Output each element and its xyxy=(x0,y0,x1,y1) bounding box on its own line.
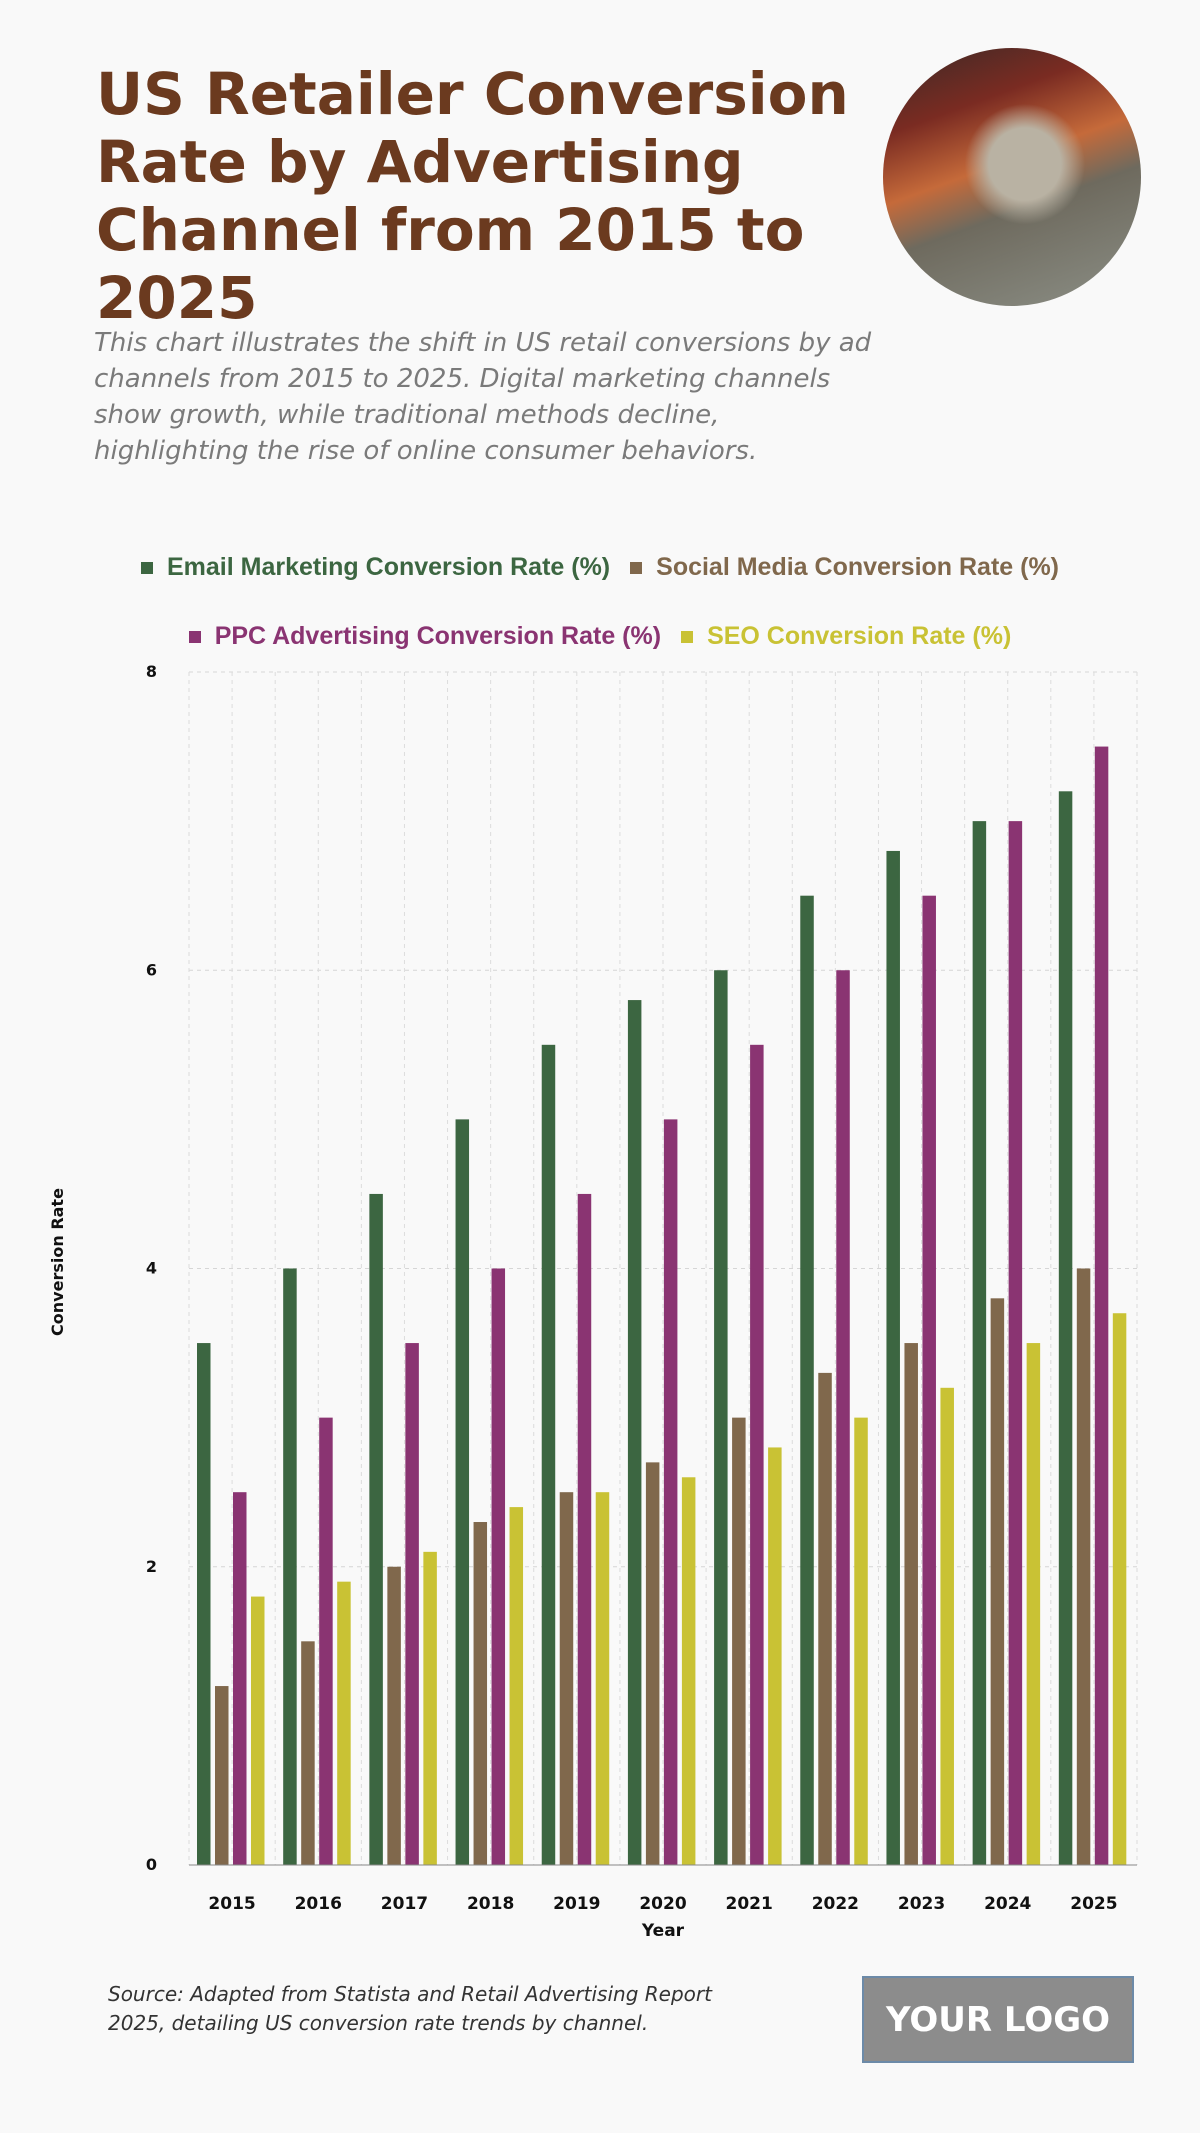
bar-2024-1 xyxy=(990,1298,1005,1865)
legend-item-seo: SEO Conversion Rate (%) xyxy=(681,622,1011,651)
x-tick-label: 2022 xyxy=(812,1894,859,1914)
bar-2021-2 xyxy=(750,1044,764,1865)
bar-2023-3 xyxy=(940,1387,954,1865)
bar-2025-0 xyxy=(1058,791,1073,1865)
bar-2019-1 xyxy=(559,1492,574,1865)
y-tick-label: 0 xyxy=(146,1855,157,1874)
legend-label: Social Media Conversion Rate (%) xyxy=(656,553,1060,581)
bar-2025-3 xyxy=(1112,1313,1127,1865)
legend-label: SEO Conversion Rate (%) xyxy=(707,622,1012,650)
bar-2023-0 xyxy=(886,850,900,1865)
bar-2024-3 xyxy=(1026,1343,1041,1865)
bar-2016-2 xyxy=(319,1417,333,1865)
legend-item-ppc: PPC Advertising Conversion Rate (%) xyxy=(188,622,662,651)
legend-row-2: PPC Advertising Conversion Rate (%) SEO … xyxy=(0,622,1200,651)
y-tick-label: 8 xyxy=(146,662,157,681)
bar-2022-0 xyxy=(800,895,814,1865)
x-tick-label: 2021 xyxy=(726,1894,773,1914)
legend-label: PPC Advertising Conversion Rate (%) xyxy=(214,622,662,650)
bar-2019-3 xyxy=(595,1492,610,1865)
legend-label: Email Marketing Conversion Rate (%) xyxy=(166,553,611,581)
bar-2015-3 xyxy=(251,1596,265,1865)
bar-2025-2 xyxy=(1094,746,1109,1865)
x-tick-label: 2025 xyxy=(1070,1894,1117,1914)
bar-2020-3 xyxy=(681,1477,696,1865)
bar-2022-1 xyxy=(818,1372,832,1865)
bar-2023-2 xyxy=(922,895,936,1865)
bar-2018-1 xyxy=(473,1522,488,1865)
y-tick-label: 2 xyxy=(146,1557,157,1576)
shopping-cart-photo xyxy=(883,48,1141,306)
source-note: Source: Adapted from Statista and Retail… xyxy=(108,1982,712,2035)
legend-row-1: Email Marketing Conversion Rate (%) Soci… xyxy=(0,553,1200,582)
bar-2021-1 xyxy=(732,1417,746,1865)
x-tick-label: 2017 xyxy=(381,1894,428,1914)
legend-swatch xyxy=(681,630,694,643)
logo-placeholder: YOUR LOGO xyxy=(862,1976,1134,2063)
bar-2016-1 xyxy=(301,1641,315,1865)
bar-2020-1 xyxy=(645,1462,660,1865)
bar-2019-2 xyxy=(577,1193,592,1865)
bar-2020-0 xyxy=(627,1000,642,1865)
bar-2025-1 xyxy=(1076,1268,1091,1865)
y-axis-label: Conversion Rate xyxy=(48,1188,67,1336)
bar-2022-3 xyxy=(854,1417,868,1865)
bar-2021-0 xyxy=(714,970,728,1865)
x-tick-label: 2020 xyxy=(639,1894,686,1914)
bar-2024-2 xyxy=(1008,821,1023,1865)
legend-swatch xyxy=(140,561,153,574)
bar-2023-1 xyxy=(904,1343,918,1865)
legend-swatch xyxy=(188,630,201,643)
x-tick-label: 2015 xyxy=(208,1894,255,1914)
bar-2017-0 xyxy=(369,1193,383,1865)
legend-item-social: Social Media Conversion Rate (%) xyxy=(630,553,1059,582)
legend-swatch xyxy=(630,561,643,574)
bar-2015-0 xyxy=(197,1343,211,1865)
x-axis-label: Year xyxy=(641,1921,685,1941)
bar-2016-0 xyxy=(283,1268,297,1865)
bar-2018-0 xyxy=(455,1119,470,1865)
x-tick-label: 2018 xyxy=(467,1894,514,1914)
bar-2022-2 xyxy=(836,970,850,1865)
bar-2024-0 xyxy=(972,821,987,1865)
bar-2015-2 xyxy=(233,1492,247,1865)
x-tick-label: 2024 xyxy=(984,1894,1031,1914)
x-tick-label: 2023 xyxy=(898,1894,945,1914)
bar-2018-2 xyxy=(491,1268,506,1865)
y-tick-label: 4 xyxy=(146,1259,157,1278)
bar-2020-2 xyxy=(663,1119,678,1865)
page-subtitle: This chart illustrates the shift in US r… xyxy=(94,328,872,466)
bar-2018-3 xyxy=(509,1507,524,1865)
legend-item-email: Email Marketing Conversion Rate (%) xyxy=(140,553,611,582)
x-tick-label: 2016 xyxy=(295,1894,342,1914)
bar-2017-2 xyxy=(405,1343,419,1865)
bar-2016-3 xyxy=(337,1581,351,1865)
bar-2017-3 xyxy=(423,1551,437,1865)
bar-2015-1 xyxy=(215,1686,229,1865)
bar-2021-3 xyxy=(768,1447,782,1865)
x-tick-label: 2019 xyxy=(553,1894,600,1914)
page-title: US Retailer Conversion Rate by Advertisi… xyxy=(96,60,849,332)
y-tick-label: 6 xyxy=(146,960,157,979)
bar-2017-1 xyxy=(387,1566,401,1865)
bar-2019-0 xyxy=(541,1044,556,1865)
